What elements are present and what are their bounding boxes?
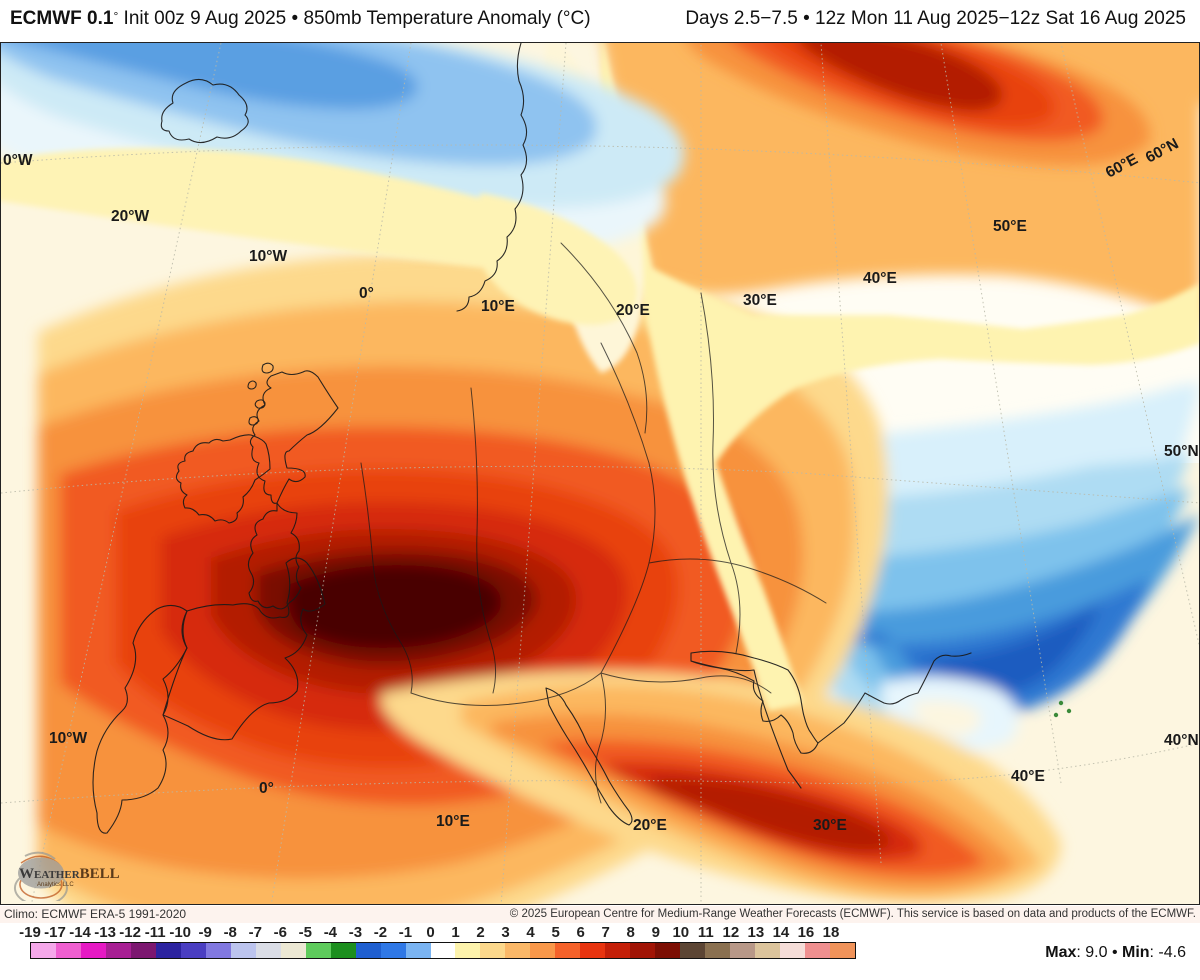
svg-text:Analytics LLC: Analytics LLC	[37, 882, 74, 888]
svg-text:40°E: 40°E	[863, 270, 897, 287]
svg-text:30°E: 30°E	[743, 292, 777, 309]
svg-text:WeatherBELL: WeatherBELL	[19, 866, 120, 882]
svg-text:10°W: 10°W	[249, 248, 287, 265]
svg-text:0°: 0°	[359, 285, 374, 302]
svg-text:30°E: 30°E	[813, 817, 847, 834]
svg-text:20°E: 20°E	[633, 817, 667, 834]
svg-text:0°W: 0°W	[3, 152, 33, 169]
svg-text:40°E: 40°E	[1011, 768, 1045, 785]
svg-text:10°E: 10°E	[481, 298, 515, 315]
svg-text:40°N: 40°N	[1164, 732, 1199, 749]
svg-text:10°E: 10°E	[436, 813, 470, 830]
svg-text:50°N: 50°N	[1164, 443, 1199, 460]
svg-text:50°E: 50°E	[993, 218, 1027, 235]
svg-text:20°W: 20°W	[111, 208, 149, 225]
svg-text:20°E: 20°E	[616, 302, 650, 319]
svg-text:10°W: 10°W	[49, 730, 87, 747]
svg-text:0°: 0°	[259, 780, 274, 797]
